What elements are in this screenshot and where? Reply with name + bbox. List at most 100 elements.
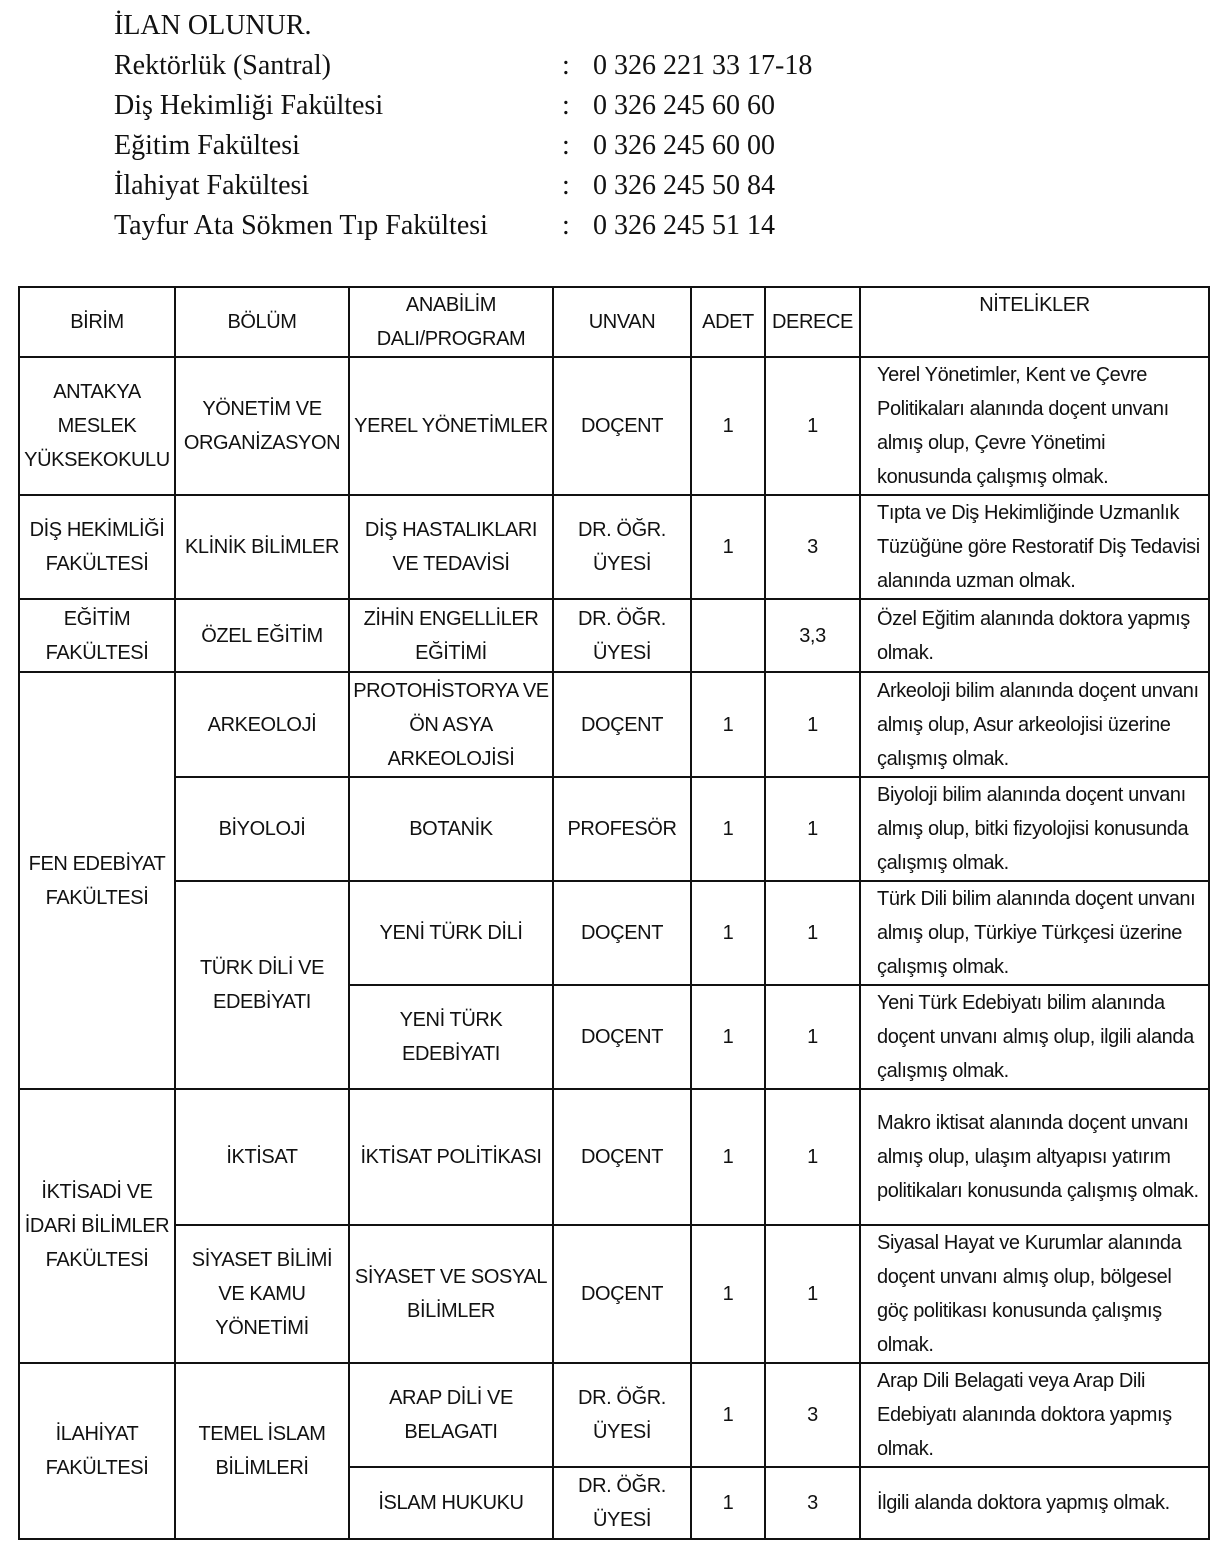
cell-nitelik: Yeni Türk Edebiyatı bilim alanında doçen… bbox=[859, 984, 1210, 1090]
cell-bolum: YÖNETİM VE ORGANİZASYON bbox=[174, 356, 350, 496]
header-unvan: UNVAN bbox=[552, 286, 692, 358]
cell-birim: EĞİTİM FAKÜLTESİ bbox=[18, 598, 176, 673]
cell-nitelik: Türk Dili bilim alanında doçent unvanı a… bbox=[859, 880, 1210, 986]
cell-adet: 1 bbox=[690, 1362, 766, 1468]
cell-derece: 3 bbox=[764, 1362, 861, 1468]
cell-nitelik: Makro iktisat alanında doçent unvanı alm… bbox=[859, 1088, 1210, 1226]
cell-derece: 1 bbox=[764, 1088, 861, 1226]
cell-birim: ANTAKYA MESLEK YÜKSEKOKULU bbox=[18, 356, 176, 496]
cell-unvan: DR. ÖĞR. ÜYESİ bbox=[552, 1466, 692, 1540]
table-row: İSLAM HUKUKU DR. ÖĞR. ÜYESİ 1 3 İlgili aland… bbox=[19, 1466, 1210, 1540]
cell-derece: 1 bbox=[764, 984, 861, 1090]
cell-nitelik: Yerel Yönetimler, Kent ve Çevre Politika… bbox=[859, 356, 1210, 496]
cell-anabilim: YENİ TÜRK DİLİ bbox=[348, 880, 554, 986]
positions-table: BİRİM BÖLÜM ANABİLİM DALI/PROGRAM UNVAN ADET… bbox=[18, 286, 1210, 1540]
contact-line: Rektörlük (Santral):0 326 221 33 17-18 bbox=[114, 46, 914, 86]
contact-line: İlahiyat Fakültesi:0 326 245 50 84 bbox=[114, 166, 914, 206]
cell-anabilim: BOTANİK bbox=[348, 776, 554, 882]
announcement-header: İLAN OLUNUR. Rektörlük (Santral):0 326 2… bbox=[114, 6, 914, 246]
cell-nitelik: İlgili alanda doktora yapmış olmak. bbox=[859, 1466, 1210, 1540]
cell-unvan: DOÇENT bbox=[552, 880, 692, 986]
cell-unvan: DOÇENT bbox=[552, 671, 692, 778]
cell-bolum: ARKEOLOJİ bbox=[174, 671, 350, 778]
cell-nitelik: Özel Eğitim alanında doktora yapmış olma… bbox=[859, 598, 1210, 673]
cell-derece: 3 bbox=[764, 1466, 861, 1540]
cell-unvan: DOÇENT bbox=[552, 356, 692, 496]
cell-derece: 1 bbox=[764, 880, 861, 986]
cell-unvan: DOÇENT bbox=[552, 1088, 692, 1226]
cell-birim: İKTİSADİ VE İDARİ BİLİMLER FAKÜLTESİ bbox=[18, 1088, 176, 1364]
cell-bolum: İKTİSAT bbox=[174, 1088, 350, 1226]
contact-list: Rektörlük (Santral):0 326 221 33 17-18 Di… bbox=[114, 46, 914, 246]
cell-adet: 1 bbox=[690, 1224, 766, 1364]
announcement-heading: İLAN OLUNUR. bbox=[114, 10, 312, 41]
cell-birim: İLAHİYAT FAKÜLTESİ bbox=[18, 1362, 176, 1540]
cell-unvan: DR. ÖĞR. ÜYESİ bbox=[552, 1362, 692, 1468]
contact-name: İlahiyat Fakültesi bbox=[114, 170, 310, 201]
cell-unvan: PROFESÖR bbox=[552, 776, 692, 882]
contact-phone: 0 326 245 50 84 bbox=[593, 170, 775, 201]
cell-derece: 1 bbox=[764, 671, 861, 778]
cell-anabilim: YEREL YÖNETİMLER bbox=[348, 356, 554, 496]
contact-separator: : bbox=[562, 210, 570, 241]
cell-unvan: DR. ÖĞR. ÜYESİ bbox=[552, 598, 692, 673]
cell-adet: 1 bbox=[690, 776, 766, 882]
table-row: İKTİSADİ VE İDARİ BİLİMLER FAKÜLTESİ İKTİ… bbox=[18, 1088, 1210, 1364]
cell-unvan: DOÇENT bbox=[552, 984, 692, 1090]
cell-derece: 1 bbox=[764, 776, 861, 882]
cell-adet: 1 bbox=[690, 494, 766, 600]
cell-anabilim: ARAP DİLİ VE BELAGATI bbox=[348, 1362, 554, 1468]
cell-unvan: DOÇENT bbox=[552, 1224, 692, 1364]
cell-adet: 1 bbox=[690, 984, 766, 1090]
contact-phone: 0 326 245 51 14 bbox=[593, 210, 775, 241]
contact-separator: : bbox=[562, 50, 570, 81]
cell-nitelik: Arkeoloji bilim alanında doçent unvanı a… bbox=[859, 671, 1210, 778]
table-row: İLAHİYAT FAKÜLTESİ TEMEL İSLAM BİLİMLERİ A… bbox=[18, 1362, 1210, 1540]
cell-anabilim: İKTİSAT POLİTİKASI bbox=[348, 1088, 554, 1226]
cell-adet: 1 bbox=[690, 1088, 766, 1226]
cell-anabilim: İSLAM HUKUKU bbox=[348, 1466, 554, 1540]
contact-phone: 0 326 221 33 17-18 bbox=[593, 50, 813, 81]
cell-anabilim: YENİ TÜRK EDEBİYATI bbox=[348, 984, 554, 1090]
contact-name: Eğitim Fakültesi bbox=[114, 130, 300, 161]
cell-bolum: BİYOLOJİ bbox=[174, 776, 350, 882]
cell-anabilim: ZİHİN ENGELLİLER EĞİTİMİ bbox=[348, 598, 554, 673]
table-row: SİYASET BİLİMİ VE KAMU YÖNETİMİ SİYASET V… bbox=[19, 1224, 1210, 1364]
contact-line: Eğitim Fakültesi:0 326 245 60 00 bbox=[114, 126, 914, 166]
contact-line: Tayfur Ata Sökmen Tıp Fakültesi:0 326 24… bbox=[114, 206, 914, 246]
table-row: TÜRK DİLİ VE EDEBİYATI YENİ TÜRK DİLİ DOÇE… bbox=[19, 880, 1210, 1090]
cell-derece: 3,3 bbox=[764, 598, 861, 673]
contact-line: Diş Hekimliği Fakültesi:0 326 245 60 60 bbox=[114, 86, 914, 126]
table-row: YENİ TÜRK EDEBİYATI DOÇENT 1 1 Yeni Türk Ede… bbox=[19, 984, 1210, 1090]
cell-derece: 1 bbox=[764, 356, 861, 496]
table-row: EĞİTİM FAKÜLTESİ ÖZEL EĞİTİM ZİHİN ENGELLİ… bbox=[18, 598, 1210, 673]
header-bolum: BÖLÜM bbox=[174, 286, 350, 358]
contact-phone: 0 326 245 60 60 bbox=[593, 90, 775, 121]
cell-bolum: KLİNİK BİLİMLER bbox=[174, 494, 350, 600]
cell-nitelik: Siyasal Hayat ve Kurumlar alanında doçen… bbox=[859, 1224, 1210, 1364]
header-anabilim: ANABİLİM DALI/PROGRAM bbox=[348, 286, 554, 358]
table-header-row: BİRİM BÖLÜM ANABİLİM DALI/PROGRAM UNVAN ADET… bbox=[18, 286, 1210, 358]
cell-derece: 1 bbox=[764, 1224, 861, 1364]
contact-name: Diş Hekimliği Fakültesi bbox=[114, 90, 384, 121]
cell-nitelik: Arap Dili Belagati veya Arap Dili Edebiy… bbox=[859, 1362, 1210, 1468]
table-row: BİYOLOJİ BOTANİK PROFESÖR 1 1 Biyoloji bilim … bbox=[19, 776, 1210, 882]
cell-anabilim: PROTOHİSTORYA VE ÖN ASYA ARKEOLOJİSİ bbox=[348, 671, 554, 778]
table-row: DİŞ HEKİMLİĞİ FAKÜLTESİ KLİNİK BİLİMLER Dİ… bbox=[18, 494, 1210, 600]
header-nitelikler: NİTELİKLER bbox=[859, 286, 1210, 358]
header-adet: ADET bbox=[690, 286, 766, 358]
header-derece: DERECE bbox=[764, 286, 861, 358]
cell-adet: 1 bbox=[690, 356, 766, 496]
cell-adet: 1 bbox=[690, 1466, 766, 1540]
contact-name: Tayfur Ata Sökmen Tıp Fakültesi bbox=[114, 210, 488, 241]
cell-anabilim: DİŞ HASTALIKLARI VE TEDAVİSİ bbox=[348, 494, 554, 600]
contact-separator: : bbox=[562, 90, 570, 121]
cell-adet: 1 bbox=[690, 671, 766, 778]
contact-separator: : bbox=[562, 170, 570, 201]
contact-separator: : bbox=[562, 130, 570, 161]
cell-adet bbox=[690, 598, 766, 673]
cell-bolum: TEMEL İSLAM BİLİMLERİ bbox=[174, 1362, 350, 1540]
cell-nitelik: Biyoloji bilim alanında doçent unvanı al… bbox=[859, 776, 1210, 882]
cell-unvan: DR. ÖĞR. ÜYESİ bbox=[552, 494, 692, 600]
header-birim: BİRİM bbox=[18, 286, 176, 358]
